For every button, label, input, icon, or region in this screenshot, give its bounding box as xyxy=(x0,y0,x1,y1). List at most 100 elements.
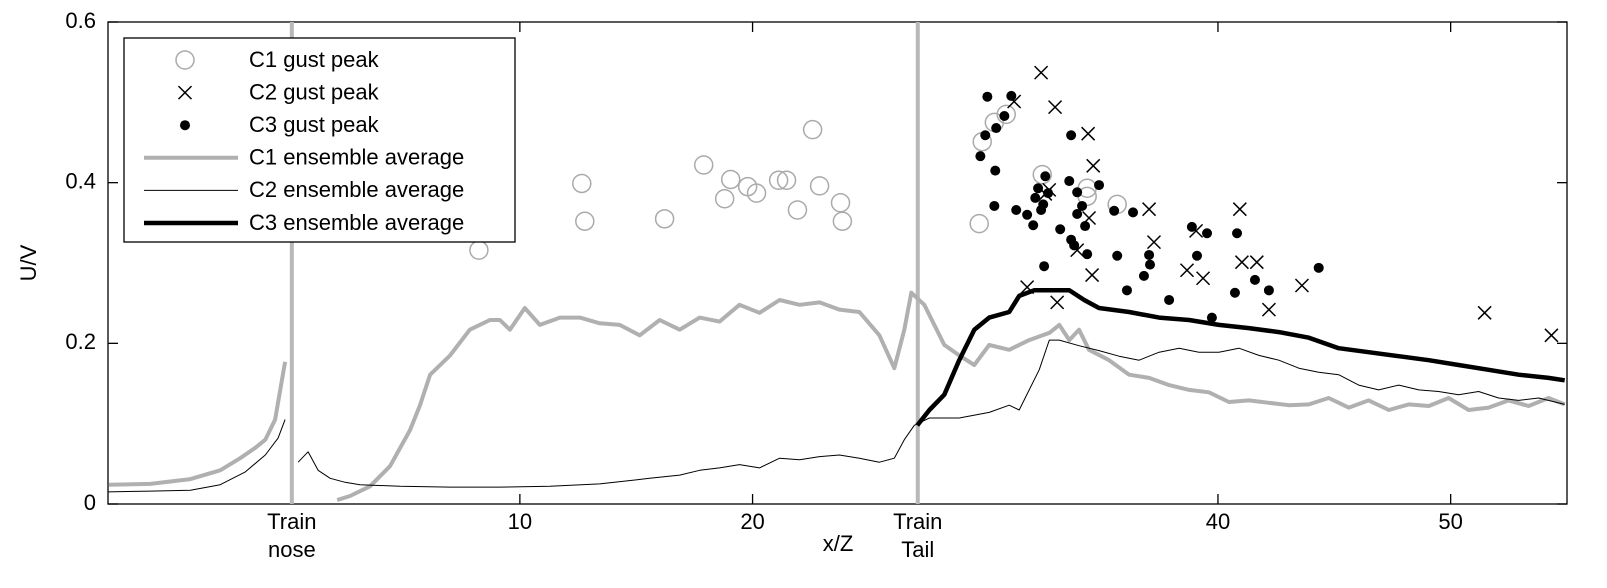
point xyxy=(1077,200,1088,211)
point xyxy=(1164,294,1175,305)
reference-label: Train xyxy=(893,509,942,534)
plot-area xyxy=(108,65,1566,502)
point xyxy=(996,104,1016,125)
point xyxy=(1145,259,1156,270)
point xyxy=(1034,65,1049,80)
x-tick-label: 50 xyxy=(1438,509,1462,534)
point xyxy=(1028,220,1039,231)
point xyxy=(1232,202,1247,217)
point xyxy=(572,173,592,194)
point xyxy=(1544,328,1559,343)
y-tick-label: 0.4 xyxy=(65,168,96,193)
y-tick-label: 0.2 xyxy=(65,329,96,354)
series-line xyxy=(108,339,1565,493)
legend-label: C1 gust peak xyxy=(249,47,380,72)
point xyxy=(1128,207,1139,218)
point xyxy=(1477,305,1492,320)
x-axis-label: x/Z xyxy=(823,531,854,556)
point xyxy=(1202,228,1213,239)
point xyxy=(693,155,714,175)
point xyxy=(1109,205,1120,216)
point xyxy=(1179,263,1195,278)
reference-label: Train xyxy=(267,509,316,534)
point xyxy=(802,119,823,140)
y-axis-label: U/V xyxy=(16,244,41,281)
point xyxy=(1036,204,1047,215)
point xyxy=(991,123,1002,134)
point xyxy=(1232,228,1243,239)
point xyxy=(1086,158,1101,173)
point xyxy=(1064,176,1075,187)
point xyxy=(654,209,675,229)
legend-marker xyxy=(180,120,190,131)
point xyxy=(1085,268,1100,283)
point xyxy=(1121,285,1132,296)
series-line xyxy=(108,290,1566,502)
point xyxy=(1033,183,1044,194)
point xyxy=(720,169,741,190)
point xyxy=(1069,240,1080,251)
point xyxy=(1094,180,1105,191)
point xyxy=(980,130,991,141)
point xyxy=(1313,262,1324,273)
point xyxy=(1261,302,1276,317)
point xyxy=(809,176,830,196)
point xyxy=(575,211,595,231)
point xyxy=(1022,209,1033,220)
point xyxy=(1206,312,1217,323)
y-tick-label: 0.6 xyxy=(65,8,96,33)
point xyxy=(1263,285,1274,296)
point xyxy=(999,110,1010,121)
point xyxy=(1192,250,1203,261)
point xyxy=(1229,287,1240,298)
point xyxy=(1020,280,1035,295)
point xyxy=(768,170,789,191)
point xyxy=(1055,224,1066,235)
point xyxy=(989,200,1000,211)
y-tick-label: 0 xyxy=(84,490,96,515)
point xyxy=(1138,270,1149,281)
point xyxy=(776,170,797,191)
plot-frame xyxy=(107,21,1568,505)
point xyxy=(1249,255,1264,270)
point xyxy=(1032,164,1053,185)
x-tick-label: 20 xyxy=(740,509,764,534)
point xyxy=(1294,278,1309,293)
point xyxy=(830,193,851,213)
point xyxy=(1144,249,1155,260)
point xyxy=(975,151,986,162)
point xyxy=(1048,100,1063,115)
point xyxy=(1039,261,1050,272)
point xyxy=(1011,204,1022,215)
point xyxy=(1142,202,1157,217)
point xyxy=(1043,188,1054,199)
point xyxy=(1249,274,1260,285)
point xyxy=(1006,90,1017,101)
point xyxy=(1080,221,1091,232)
point xyxy=(1050,295,1065,310)
point xyxy=(1072,187,1083,198)
reference-label: nose xyxy=(268,537,316,562)
x-tick-label: 40 xyxy=(1206,509,1230,534)
reference-label: Tail xyxy=(901,537,934,562)
point xyxy=(969,213,989,234)
point xyxy=(1040,171,1051,182)
point xyxy=(1146,235,1162,250)
legend-label: C3 gust peak xyxy=(249,112,380,137)
legend-box xyxy=(123,37,516,243)
point xyxy=(1030,192,1041,203)
point xyxy=(787,200,808,220)
legend-label: C2 ensemble average xyxy=(249,177,464,202)
point xyxy=(1186,221,1197,232)
x-tick-label: 10 xyxy=(508,509,532,534)
point xyxy=(832,211,853,231)
legend-label: C3 ensemble average xyxy=(249,210,464,235)
point xyxy=(469,240,489,260)
point xyxy=(982,91,993,102)
point xyxy=(1081,126,1096,141)
point xyxy=(1082,249,1093,260)
point xyxy=(1196,271,1211,286)
legend-label: C1 ensemble average xyxy=(249,145,464,170)
